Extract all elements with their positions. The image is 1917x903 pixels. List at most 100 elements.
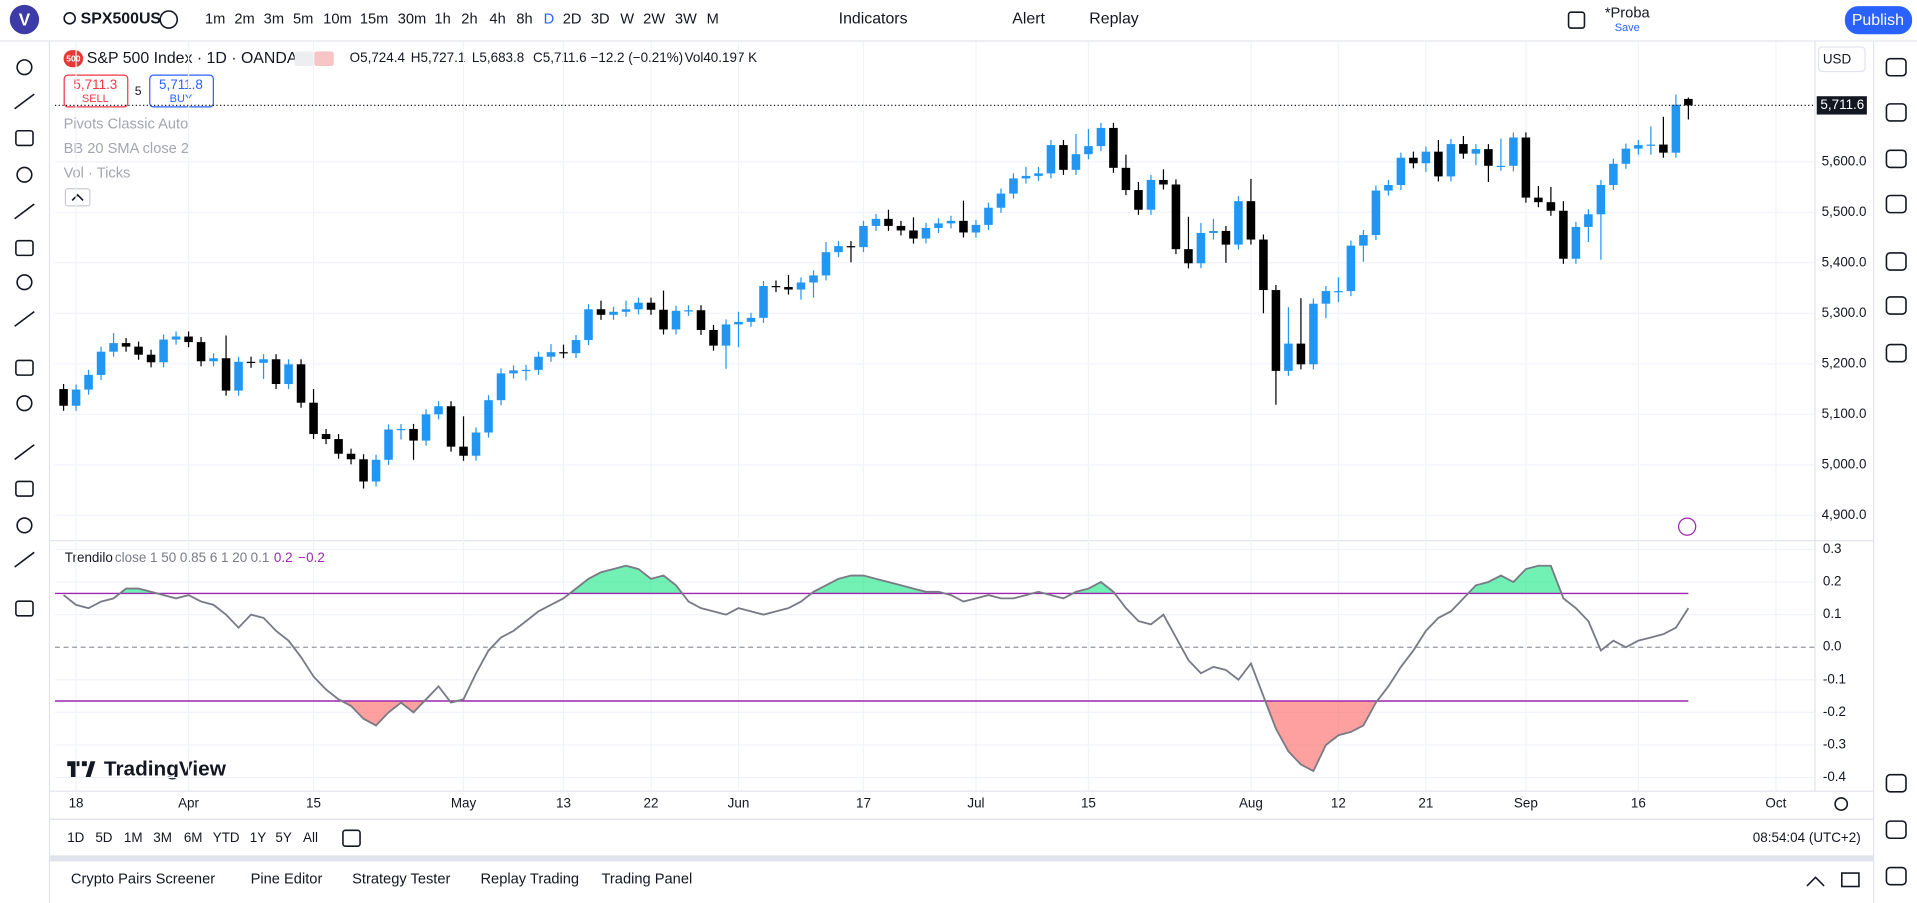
badge-text: 500 bbox=[66, 54, 81, 64]
settings-icon[interactable] bbox=[1834, 797, 1849, 811]
panel-icon[interactable] bbox=[1885, 194, 1907, 214]
tool-icon[interactable] bbox=[16, 274, 33, 291]
interval-button[interactable]: 2W bbox=[643, 11, 665, 27]
symbol[interactable]: SPX500US bbox=[81, 11, 161, 28]
panel-icon[interactable] bbox=[1885, 149, 1907, 169]
candle-body bbox=[159, 339, 168, 363]
tool-icon[interactable] bbox=[14, 310, 35, 327]
panel-tab[interactable]: Crypto Pairs Screener bbox=[71, 872, 215, 888]
tool-icon[interactable] bbox=[15, 600, 34, 617]
panel-tab[interactable]: Pine Editor bbox=[251, 872, 323, 888]
buy-button[interactable] bbox=[149, 74, 214, 108]
publish-label: Publish bbox=[1852, 12, 1904, 29]
sell-price: 5,711.3 bbox=[73, 77, 117, 92]
legend-button[interactable] bbox=[294, 51, 315, 66]
interval-button[interactable]: 4h bbox=[489, 11, 505, 27]
candle-body bbox=[759, 286, 768, 318]
layout-name[interactable]: *Proba bbox=[1605, 5, 1651, 21]
tool-icon[interactable] bbox=[14, 444, 35, 461]
candle-body bbox=[1421, 151, 1431, 164]
interval-button[interactable]: 3D bbox=[591, 11, 610, 27]
alert-button[interactable]: Alert bbox=[1012, 11, 1045, 28]
tool-icon[interactable] bbox=[16, 166, 33, 183]
study-label[interactable]: BB 20 SMA close 2 bbox=[64, 141, 190, 157]
panel-icon[interactable] bbox=[1885, 343, 1907, 363]
date-range-icon[interactable] bbox=[342, 829, 361, 847]
candle-body bbox=[1059, 145, 1068, 170]
range-button[interactable]: All bbox=[303, 830, 318, 845]
y2-tick-label: -0.4 bbox=[1823, 769, 1847, 784]
layout-icon[interactable] bbox=[1567, 11, 1586, 29]
candle-body bbox=[1146, 179, 1156, 210]
candle-body bbox=[946, 220, 956, 224]
panel-icon[interactable] bbox=[1885, 103, 1907, 122]
interval-button[interactable]: 1m bbox=[205, 11, 225, 27]
tool-icon[interactable] bbox=[16, 517, 33, 534]
candle-body bbox=[609, 311, 618, 315]
compare-icon[interactable] bbox=[159, 10, 179, 29]
interval-button[interactable]: 8h bbox=[516, 11, 532, 27]
tool-icon[interactable] bbox=[15, 129, 34, 147]
range-button[interactable]: 1M bbox=[124, 830, 143, 845]
indicators-button[interactable]: Indicators bbox=[839, 11, 908, 28]
tool-icon[interactable] bbox=[14, 203, 35, 220]
panel-icon[interactable] bbox=[1885, 57, 1907, 77]
interval-button[interactable]: 3m bbox=[264, 11, 284, 27]
range-button[interactable]: YTD bbox=[213, 830, 240, 845]
tool-icon[interactable] bbox=[14, 551, 35, 568]
publish-button[interactable] bbox=[1844, 6, 1913, 35]
interval-button[interactable]: 3W bbox=[675, 11, 697, 27]
interval-button[interactable]: D bbox=[544, 11, 555, 27]
range-button[interactable]: 3M bbox=[153, 830, 172, 845]
tool-icon[interactable] bbox=[15, 359, 34, 376]
collapse-panel-icon[interactable] bbox=[1806, 876, 1825, 887]
side-toolbar bbox=[1885, 57, 1907, 886]
interval-button[interactable]: 5m bbox=[293, 11, 313, 27]
study-label[interactable]: Pivots Classic Auto bbox=[64, 117, 189, 133]
interval-button[interactable]: 10m bbox=[323, 11, 352, 27]
tool-icon[interactable] bbox=[16, 395, 33, 412]
avatar[interactable] bbox=[9, 4, 40, 35]
tool-icon[interactable] bbox=[15, 480, 34, 497]
sell-button[interactable] bbox=[63, 74, 129, 108]
panel-icon[interactable] bbox=[1885, 773, 1907, 793]
range-button[interactable]: 5D bbox=[95, 830, 112, 845]
tool-icon[interactable] bbox=[16, 59, 33, 76]
tool-icon[interactable] bbox=[15, 239, 34, 257]
study-label[interactable]: Vol · Ticks bbox=[64, 165, 131, 181]
legend-button[interactable] bbox=[314, 51, 334, 66]
candle-body bbox=[771, 286, 781, 288]
interval-button[interactable]: 2h bbox=[461, 11, 477, 27]
panel-tab[interactable]: Trading Panel bbox=[602, 872, 693, 888]
x-tick-label: 22 bbox=[644, 796, 659, 811]
interval-button[interactable]: M bbox=[707, 11, 719, 27]
interval-button[interactable]: W bbox=[620, 11, 634, 27]
clock: 08:54:04 (UTC+2) bbox=[1753, 830, 1861, 845]
panel-icon[interactable] bbox=[1885, 296, 1907, 315]
range-button[interactable]: 1D bbox=[67, 830, 84, 845]
panel-icon[interactable] bbox=[1885, 866, 1907, 886]
range-button[interactable]: 1Y bbox=[250, 830, 266, 845]
range-button[interactable]: 5Y bbox=[275, 830, 291, 845]
interval-button[interactable]: 2m bbox=[234, 11, 254, 27]
interval-button[interactable]: 15m bbox=[360, 11, 389, 27]
candle-body bbox=[621, 309, 631, 312]
range-button[interactable]: 6M bbox=[184, 830, 203, 845]
panel-tab[interactable]: Strategy Tester bbox=[352, 872, 450, 888]
save-button[interactable]: Save bbox=[1615, 22, 1640, 34]
panel-icon[interactable] bbox=[1885, 820, 1907, 840]
panel-icon[interactable] bbox=[1885, 252, 1907, 271]
replay-button[interactable]: Replay bbox=[1089, 11, 1138, 28]
candle-body bbox=[1334, 291, 1343, 293]
tool-icon[interactable] bbox=[14, 93, 35, 110]
collapse-button[interactable] bbox=[64, 188, 91, 207]
events-icon[interactable] bbox=[1677, 517, 1697, 536]
currency-button[interactable] bbox=[1817, 46, 1866, 73]
panel-tab[interactable]: Replay Trading bbox=[480, 872, 579, 888]
candle-body bbox=[1321, 291, 1331, 304]
interval-button[interactable]: 2D bbox=[563, 11, 582, 27]
interval-button[interactable]: 1h bbox=[434, 11, 450, 27]
maximize-panel-icon[interactable] bbox=[1841, 872, 1860, 888]
interval-button[interactable]: 30m bbox=[398, 11, 427, 27]
y-tick-label: 5,600.0 bbox=[1822, 153, 1867, 168]
